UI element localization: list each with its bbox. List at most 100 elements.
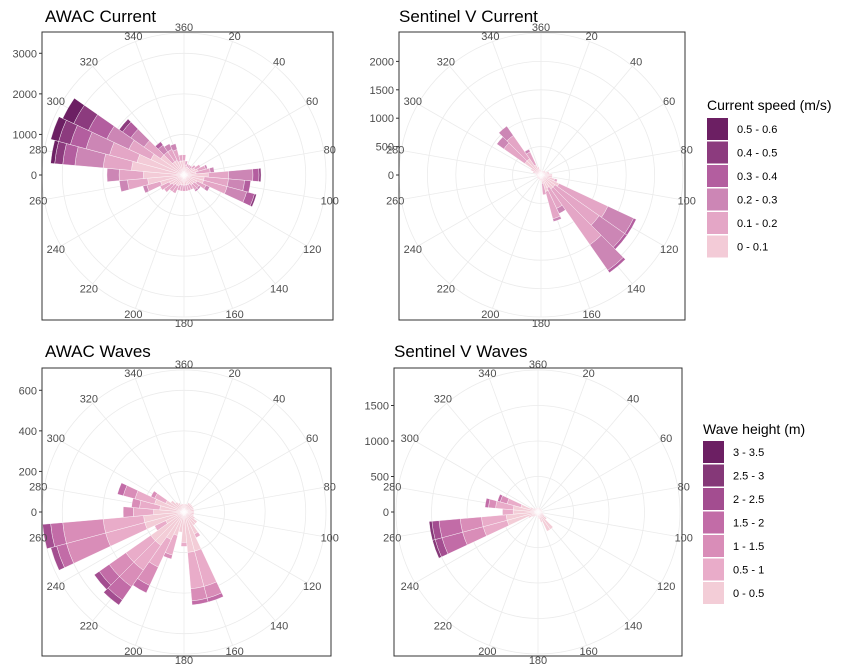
grid-spoke <box>537 511 587 646</box>
legend-swatch <box>703 535 724 557</box>
angle-label: 280 <box>29 144 47 156</box>
legend-swatch <box>703 464 724 487</box>
angle-label: 280 <box>29 481 47 493</box>
angle-label: 200 <box>478 646 496 658</box>
angle-label: 200 <box>124 646 142 658</box>
legend-swatch <box>707 118 728 140</box>
angle-label: 280 <box>386 144 404 156</box>
grid-spoke <box>183 378 233 513</box>
legend-wave-height: Wave height (m) 3 - 3.5 2.5 - 3 2 - 2.5 1.5 … <box>703 421 805 604</box>
grid-spoke <box>183 174 233 309</box>
angle-label: 240 <box>401 581 419 593</box>
angle-label: 320 <box>434 394 452 406</box>
angle-label: 120 <box>660 244 678 256</box>
rose-wedge <box>50 116 67 142</box>
legend-label: 1.5 - 2 <box>733 518 764 530</box>
rose-wedge <box>42 523 55 549</box>
rose-wedge <box>106 168 120 182</box>
angle-label: 180 <box>175 655 193 667</box>
rose-wedge <box>203 185 211 192</box>
legend-swatch <box>707 188 728 211</box>
legend-label: 2 - 2.5 <box>733 494 764 506</box>
angle-label: 260 <box>29 533 47 545</box>
grid-spoke <box>540 103 665 176</box>
angle-label: 140 <box>624 620 642 632</box>
grid-spoke <box>183 511 276 622</box>
angle-label: 320 <box>80 394 98 406</box>
angle-label: 260 <box>386 196 404 208</box>
angle-label: 340 <box>481 31 499 43</box>
grid-spoke <box>183 486 324 513</box>
rose-wedge <box>93 571 112 590</box>
legend-title: Wave height (m) <box>703 421 805 437</box>
angle-label: 360 <box>175 22 193 34</box>
rose-wedge <box>537 511 543 523</box>
angle-label: 260 <box>29 196 47 208</box>
grid-spoke <box>446 511 539 622</box>
radial-tick-label: 500 <box>376 142 394 154</box>
rose-wedge <box>170 143 178 152</box>
grid-spoke <box>537 402 630 513</box>
grid-spoke <box>540 174 681 201</box>
radial-tick-label: 0 <box>31 507 37 519</box>
grid-spoke <box>183 103 308 176</box>
angle-label: 80 <box>678 481 690 493</box>
rose-wedge <box>194 187 199 192</box>
radial-tick-label: 3000 <box>13 48 37 60</box>
rose-wedge <box>119 179 130 193</box>
legend-label: 3 - 3.5 <box>733 447 764 459</box>
angle-label: 180 <box>175 318 193 330</box>
rose-wedge <box>536 507 539 513</box>
legend-label: 0.5 - 0.6 <box>737 124 777 136</box>
radial-tick-label: 2000 <box>13 89 37 101</box>
rose-wedge <box>524 148 531 155</box>
grid-spoke <box>489 511 539 646</box>
grid-spoke <box>537 486 678 513</box>
legend-label: 0.5 - 1 <box>733 565 764 577</box>
angle-label: 340 <box>478 368 496 380</box>
rose-wedge <box>552 215 562 222</box>
grid-spoke <box>183 511 324 538</box>
legend-label: 0.1 - 0.2 <box>737 218 777 230</box>
angle-label: 320 <box>437 57 455 69</box>
angle-label: 140 <box>270 283 288 295</box>
angle-label: 320 <box>80 57 98 69</box>
rose-wedge <box>122 506 134 518</box>
radial-tick-label: 1500 <box>365 401 389 413</box>
rose-wedge <box>252 168 260 182</box>
angle-label: 60 <box>306 433 318 445</box>
rose-wedge <box>607 257 626 273</box>
radial-tick-label: 600 <box>19 385 37 397</box>
angle-label: 100 <box>321 196 339 208</box>
angle-label: 100 <box>675 533 693 545</box>
angle-label: 300 <box>404 96 422 108</box>
panel-plot-area <box>42 32 327 318</box>
legend-swatch <box>703 488 724 510</box>
angle-label: 200 <box>481 309 499 321</box>
grid-spoke <box>417 174 542 247</box>
rose-wedge <box>150 490 158 499</box>
radial-tick-label: 0 <box>388 170 394 182</box>
angle-label: 80 <box>324 481 336 493</box>
grid-spoke <box>492 174 542 309</box>
angle-label: 280 <box>383 481 401 493</box>
angle-label: 120 <box>303 581 321 593</box>
grid-spoke <box>414 511 539 584</box>
angle-label: 60 <box>306 96 318 108</box>
panel-plot-area <box>399 32 684 318</box>
angle-label: 260 <box>383 533 401 545</box>
legend-swatch <box>707 141 728 164</box>
grid-spoke <box>401 174 542 201</box>
radial-tick-label: 1000 <box>370 113 394 125</box>
rose-wedge <box>537 511 551 532</box>
angle-label: 40 <box>627 394 639 406</box>
angle-label: 240 <box>47 244 65 256</box>
angle-label: 180 <box>529 655 547 667</box>
grid-spoke <box>417 103 542 176</box>
radial-tick-label: 200 <box>19 466 37 478</box>
legend-swatch <box>707 212 728 234</box>
angle-label: 20 <box>582 368 594 380</box>
angle-label: 80 <box>324 144 336 156</box>
grid-spoke <box>414 440 539 513</box>
